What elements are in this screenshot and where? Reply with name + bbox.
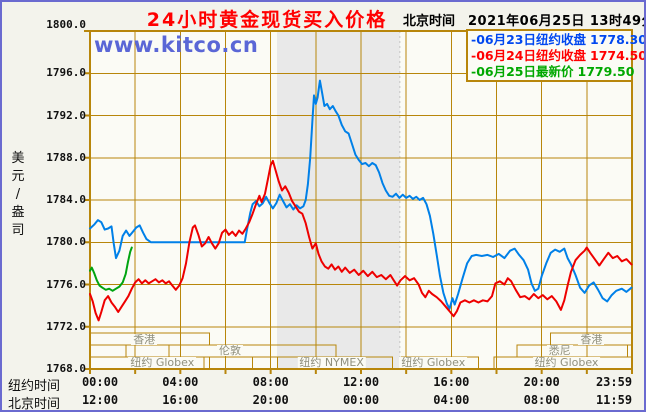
y-tick-label: 1772.0 <box>46 319 86 333</box>
current-datetime: 2021年06月25日 13时49分 <box>468 14 646 29</box>
y-tick-label: 1796.0 <box>46 66 86 80</box>
price-line-0 <box>89 79 633 310</box>
page-title: 24小时黄金现货买入价格 <box>146 9 388 31</box>
y-tick-label: 1800.0 <box>46 18 86 31</box>
x-tick-label: 08:00 <box>252 375 289 389</box>
legend-date: -06月23日 <box>471 32 536 48</box>
unit-char: 盎 <box>11 205 25 220</box>
x-tick-label: 04:00 <box>433 393 470 407</box>
kitco-watermark: www.kitco.cn <box>94 33 259 57</box>
session-label-globex: 纽约 Globex <box>532 356 601 370</box>
session-label-globex: 纽约 Globex <box>128 356 197 370</box>
unit-char: 美 <box>11 151 25 166</box>
x-tick-label: 11:59 <box>595 393 633 407</box>
session-label-nymex: 纽约 NYMEX <box>297 356 366 370</box>
x-tick-label: 16:00 <box>433 375 470 389</box>
legend-series-value: 1774.50 <box>590 47 646 63</box>
y-tick-label: 1792.0 <box>46 108 86 122</box>
legend-date: -06月25日 <box>471 63 536 79</box>
x-tick-label: 20:00 <box>252 393 289 407</box>
y-tick-label: 1768.0 <box>46 362 86 375</box>
legend-series-value: 1778.30 <box>590 32 646 48</box>
y-tick-label: 1784.0 <box>46 193 86 206</box>
x-tick-label: 08:00 <box>523 393 560 407</box>
legend-date: -06月24日 <box>471 47 536 63</box>
session-label-market: 香港 <box>131 332 158 346</box>
session-label-market: 伦敦 <box>217 344 244 358</box>
legend-series-label: 最新价 <box>535 63 574 79</box>
timezone-label: 北京时间 <box>403 14 456 29</box>
legend-row: -06月25日 最新价 1779.50 <box>471 63 634 79</box>
legend-series-value: 1779.50 <box>577 63 635 79</box>
unit-char: 司 <box>11 223 25 238</box>
x-tick-label: 00:00 <box>342 393 380 407</box>
session-label-globex: 纽约 Globex <box>399 356 468 370</box>
x-axis-row2-label: 北京时间 <box>8 397 61 412</box>
unit-char: / <box>15 187 21 202</box>
y-tick-label: 1780.0 <box>46 235 86 249</box>
legend-row: -06月24日 纽约收盘 1774.50 <box>471 47 644 63</box>
legend-series-label: 纽约收盘 <box>535 32 586 48</box>
legend-box: -06月23日 纽约收盘 1778.30 -06月24日 纽约收盘 1774.50 -06月… <box>466 29 644 82</box>
x-tick-label: 00:00 <box>81 375 119 389</box>
unit-char: 元 <box>11 169 25 184</box>
price-line-2 <box>89 246 133 292</box>
x-axis-row1-label: 纽约时间 <box>8 379 61 394</box>
x-tick-label: 23:59 <box>595 375 633 389</box>
x-tick-label: 04:00 <box>162 375 199 389</box>
y-axis-unit-label: 美元 / 盎司 <box>9 150 27 240</box>
legend-row: -06月23日 纽约收盘 1778.30 <box>471 32 644 48</box>
session-label-market: 悉尼 <box>546 344 573 358</box>
price-line-1 <box>89 159 633 322</box>
session-label-market: 香港 <box>578 332 605 346</box>
x-tick-label: 12:00 <box>81 393 119 407</box>
x-tick-label: 20:00 <box>523 375 560 389</box>
legend-series-label: 纽约收盘 <box>535 47 586 63</box>
y-tick-label: 1776.0 <box>46 277 86 291</box>
x-tick-label: 16:00 <box>162 393 199 407</box>
y-tick-label: 1788.0 <box>46 150 86 164</box>
x-tick-label: 12:00 <box>342 375 380 389</box>
